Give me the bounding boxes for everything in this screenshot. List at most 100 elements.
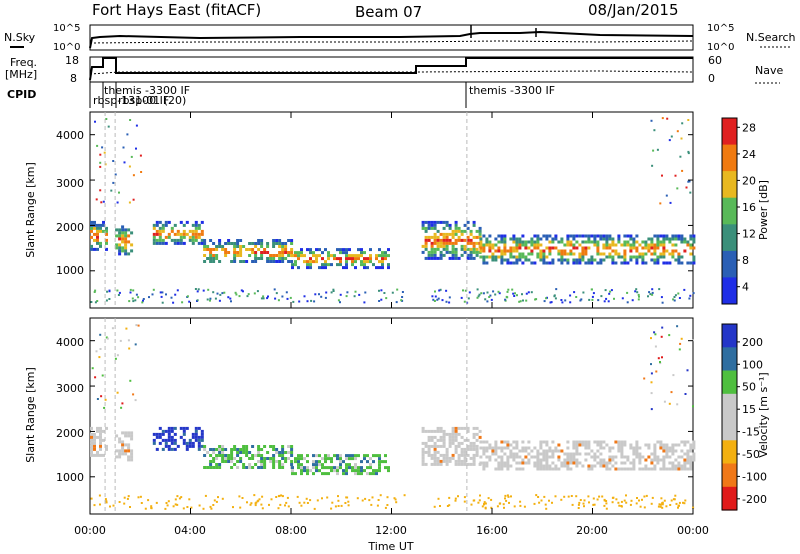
range-gate-cell — [206, 257, 210, 260]
range-gate-cell — [590, 467, 594, 471]
range-gate-cell — [692, 234, 696, 238]
scatter-echo-cell — [656, 148, 659, 151]
range-gate-cell — [433, 226, 437, 230]
range-gate-cell — [545, 458, 549, 462]
range-gate-cell — [605, 234, 609, 238]
range-gate-cell — [572, 252, 576, 256]
range-gate-cell — [482, 258, 486, 262]
range-gate-cell — [584, 249, 588, 253]
ground-scatter-cell — [166, 504, 169, 507]
range-gate-cell — [351, 457, 354, 461]
range-gate-cell — [366, 260, 369, 264]
range-gate-cell — [674, 249, 678, 253]
range-gate-cell — [527, 440, 531, 444]
range-gate-cell — [659, 467, 663, 471]
range-gate-cell — [191, 241, 195, 245]
range-gate-cell — [427, 223, 431, 227]
range-gate-cell — [635, 449, 639, 453]
range-gate-cell — [524, 446, 528, 450]
range-gate-cell — [269, 457, 273, 460]
range-gate-cell — [342, 469, 345, 473]
range-gate-cell — [90, 453, 93, 457]
scatter-echo-cell — [661, 326, 664, 329]
range-gate-cell — [665, 455, 669, 459]
ground-scatter-cell — [564, 299, 567, 302]
range-gate-cell — [593, 243, 597, 247]
ground-scatter-cell — [638, 499, 640, 502]
range-gate-cell — [263, 457, 267, 460]
ground-scatter-cell — [573, 291, 576, 294]
range-gate-cell — [445, 244, 449, 248]
range-gate-cell — [272, 466, 276, 469]
range-gate-cell — [439, 435, 443, 439]
range-gate-cell — [653, 446, 657, 450]
scatter-echo-cell — [650, 363, 652, 366]
range-gate-cell — [539, 443, 543, 447]
range-gate-cell — [436, 247, 440, 251]
range-gate-cell — [475, 438, 479, 442]
range-gate-cell — [527, 446, 531, 450]
range-gate-cell — [315, 460, 318, 464]
range-gate-cell — [93, 453, 96, 457]
range-gate-cell — [173, 438, 177, 442]
range-gate-cell — [130, 431, 134, 435]
range-gate-cell — [284, 257, 288, 260]
ground-scatter-cell — [490, 506, 493, 509]
ground-scatter-cell — [371, 496, 374, 499]
range-gate-cell — [569, 452, 573, 456]
range-gate-cell — [629, 446, 633, 450]
range-gate-cell — [689, 455, 693, 459]
range-gate-cell — [200, 438, 204, 442]
range-gate-cell — [115, 243, 119, 247]
x-axis: 00:00 04:00 08:00 12:00 16:00 20:00 00:0… — [74, 524, 709, 553]
ground-scatter-cell — [320, 295, 323, 298]
ground-scatter-cell — [275, 496, 278, 498]
range-gate-cell — [318, 469, 321, 473]
scatter-echo-cell — [114, 357, 117, 360]
ground-scatter-cell — [673, 299, 676, 302]
ground-scatter-cell — [505, 499, 508, 502]
range-gate-cell — [300, 251, 303, 255]
ground-scatter-cell — [383, 292, 386, 294]
range-gate-cell — [339, 463, 342, 467]
range-gate-cell — [436, 462, 440, 466]
range-gate-cell — [602, 464, 606, 468]
range-gate-cell — [387, 266, 390, 270]
range-gate-cell — [662, 243, 666, 247]
range-gate-cell — [584, 261, 588, 265]
power-ytick-3000: 3000 — [56, 177, 84, 190]
range-gate-cell — [158, 435, 162, 439]
range-gate-cell — [572, 237, 576, 241]
range-gate-cell — [674, 458, 678, 462]
scatter-echo-cell — [101, 146, 104, 149]
range-gate-cell — [236, 454, 240, 457]
range-gate-cell — [632, 458, 636, 462]
range-gate-cell — [445, 447, 449, 451]
range-gate-cell — [221, 460, 225, 463]
range-gate-cell — [203, 248, 207, 251]
range-gate-cell — [515, 440, 519, 444]
range-gate-cell — [121, 446, 125, 450]
ground-scatter-cell — [139, 495, 142, 498]
range-gate-cell — [653, 467, 657, 471]
range-gate-cell — [677, 467, 681, 471]
ground-scatter-cell — [230, 300, 232, 303]
range-gate-cell — [251, 251, 255, 254]
range-gate-cell — [427, 453, 431, 457]
range-gate-cell — [421, 250, 425, 254]
range-gate-cell — [518, 240, 522, 244]
range-gate-cell — [686, 449, 690, 453]
cpid-entry-2: rbsp-13100 IF — [93, 94, 169, 107]
ground-scatter-cell — [249, 503, 252, 506]
ground-scatter-cell — [255, 501, 258, 504]
range-gate-cell — [551, 246, 555, 250]
range-gate-cell — [442, 459, 446, 463]
range-gate-cell — [430, 429, 434, 433]
ground-scatter-cell — [134, 299, 137, 302]
ground-scatter-cell — [161, 301, 164, 304]
range-gate-cell — [512, 249, 516, 253]
range-gate-cell — [512, 440, 516, 444]
range-gate-cell — [497, 240, 501, 244]
range-gate-cell — [494, 467, 498, 471]
range-gate-cell — [269, 257, 273, 260]
